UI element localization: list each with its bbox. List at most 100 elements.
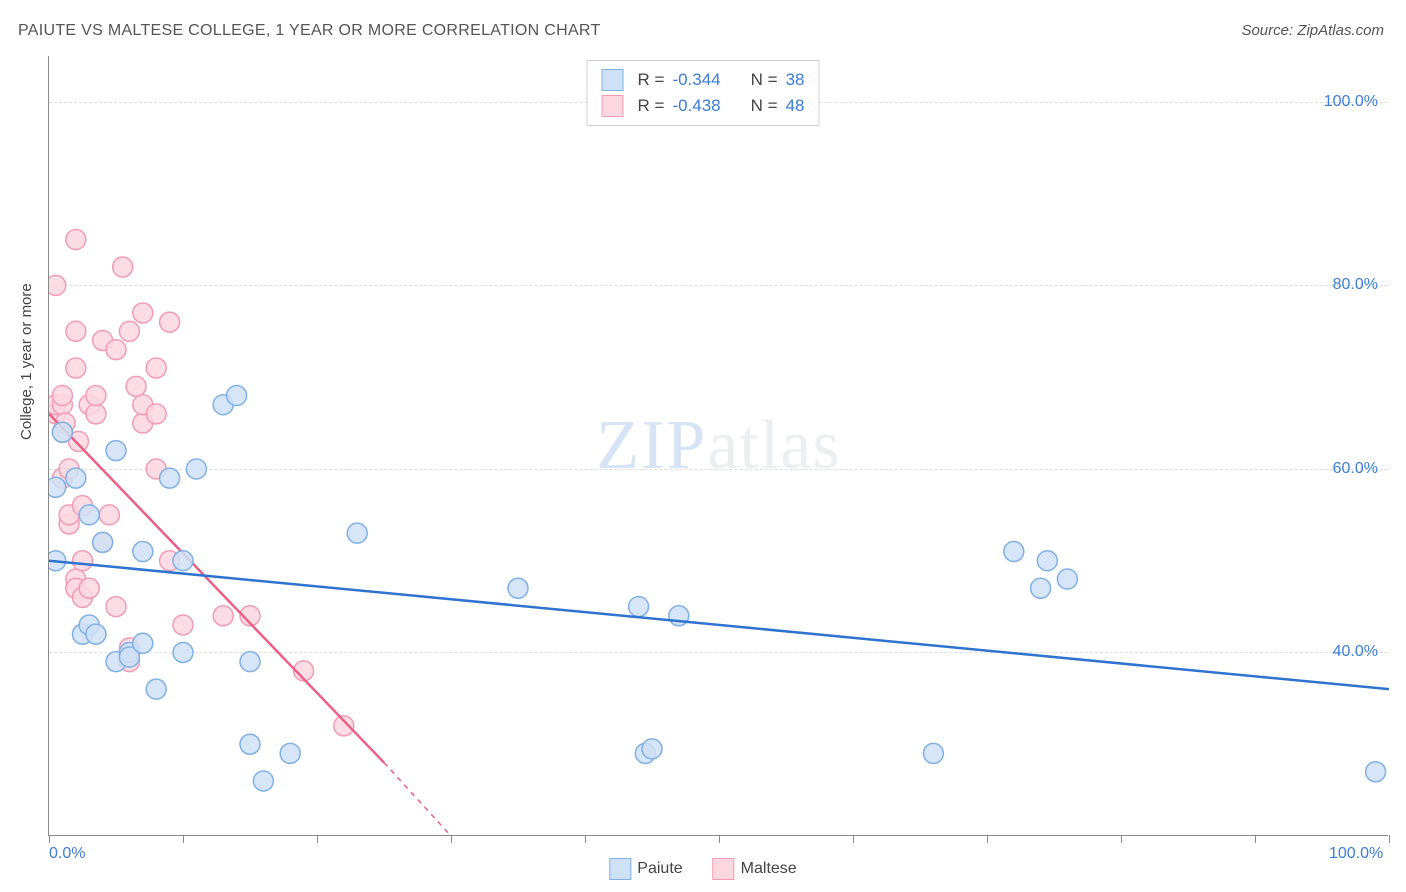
data-point-paiute: [73, 624, 93, 644]
legend-correlation: R =-0.344N =38R =-0.438N =48: [587, 60, 820, 126]
legend-n-value: 48: [786, 96, 805, 116]
x-tick: [719, 835, 720, 843]
legend-label: Paiute: [637, 860, 682, 878]
data-point-maltese: [294, 661, 314, 681]
data-point-paiute: [49, 477, 66, 497]
chart-svg: [49, 56, 1389, 836]
data-point-maltese: [66, 578, 86, 598]
data-point-maltese: [73, 496, 93, 516]
data-point-maltese: [133, 303, 153, 323]
data-point-paiute: [133, 633, 153, 653]
data-point-maltese: [55, 413, 75, 433]
y-tick-label: 100.0%: [1324, 93, 1378, 111]
legend-swatch: [609, 858, 631, 880]
data-point-paiute: [1366, 762, 1386, 782]
data-point-paiute: [280, 743, 300, 763]
data-point-paiute: [1057, 569, 1077, 589]
data-point-maltese: [93, 330, 113, 350]
data-point-paiute: [160, 468, 180, 488]
data-point-maltese: [86, 386, 106, 406]
data-point-paiute: [79, 505, 99, 525]
data-point-maltese: [73, 587, 93, 607]
data-point-maltese: [49, 395, 66, 415]
legend-item-paiute: Paiute: [609, 858, 682, 880]
data-point-maltese: [66, 358, 86, 378]
data-point-paiute: [52, 422, 72, 442]
data-point-paiute: [49, 551, 66, 571]
data-point-paiute: [213, 395, 233, 415]
data-point-paiute: [133, 542, 153, 562]
y-axis-label: College, 1 year or more: [18, 283, 35, 440]
legend-swatch: [713, 858, 735, 880]
legend-row-paiute: R = -0.344 N = 38: [602, 67, 805, 93]
data-point-maltese: [93, 532, 113, 552]
data-point-paiute: [629, 597, 649, 617]
data-point-paiute: [1031, 578, 1051, 598]
x-tick: [1389, 835, 1390, 843]
data-point-maltese: [334, 716, 354, 736]
legend-r-value: -0.344: [672, 70, 720, 90]
data-point-maltese: [146, 404, 166, 424]
legend-n-label: N =: [751, 70, 778, 90]
chart-title: PAIUTE VS MALTESE COLLEGE, 1 YEAR OR MOR…: [18, 22, 601, 40]
data-point-maltese: [119, 652, 139, 672]
data-point-maltese: [52, 395, 72, 415]
x-tick: [317, 835, 318, 843]
plot-area: ZIPatlas 40.0%60.0%80.0%100.0%0.0%100.0%: [48, 56, 1388, 836]
trend-line-ext-maltese: [384, 763, 451, 836]
y-tick-label: 60.0%: [1333, 460, 1378, 478]
source-attribution: Source: ZipAtlas.com: [1241, 22, 1384, 39]
data-point-maltese: [146, 358, 166, 378]
x-tick: [1121, 835, 1122, 843]
trend-line-maltese: [49, 414, 384, 763]
gridline: [49, 469, 1388, 470]
data-point-maltese: [106, 597, 126, 617]
data-point-maltese: [49, 404, 66, 424]
x-tick-label: 0.0%: [49, 845, 85, 863]
data-point-maltese: [79, 578, 99, 598]
legend-swatch: [602, 95, 624, 117]
watermark-zip: ZIP: [596, 407, 707, 484]
data-point-maltese: [66, 569, 86, 589]
data-point-maltese: [52, 422, 72, 442]
data-point-paiute: [173, 551, 193, 571]
legend-r-label: R =: [638, 70, 665, 90]
data-point-paiute: [106, 652, 126, 672]
data-point-maltese: [213, 606, 233, 626]
data-point-maltese: [52, 468, 72, 488]
data-point-paiute: [93, 532, 113, 552]
gridline: [49, 285, 1388, 286]
data-point-paiute: [146, 679, 166, 699]
legend-n-value: 38: [786, 70, 805, 90]
data-point-paiute: [635, 743, 655, 763]
data-point-paiute: [669, 606, 689, 626]
data-point-paiute: [347, 523, 367, 543]
data-point-maltese: [99, 505, 119, 525]
data-point-paiute: [106, 441, 126, 461]
x-tick: [183, 835, 184, 843]
data-point-maltese: [240, 606, 260, 626]
data-point-paiute: [240, 734, 260, 754]
data-point-paiute: [66, 468, 86, 488]
data-point-paiute: [119, 647, 139, 667]
data-point-maltese: [73, 551, 93, 571]
legend-swatch: [602, 69, 624, 91]
y-tick-label: 40.0%: [1333, 643, 1378, 661]
data-point-maltese: [160, 551, 180, 571]
data-point-maltese: [133, 413, 153, 433]
x-tick: [1255, 835, 1256, 843]
data-point-maltese: [59, 505, 79, 525]
data-point-maltese: [106, 340, 126, 360]
legend-r-label: R =: [638, 96, 665, 116]
data-point-paiute: [642, 739, 662, 759]
data-point-maltese: [79, 395, 99, 415]
x-tick: [987, 835, 988, 843]
trend-line-paiute: [49, 561, 1389, 689]
data-point-paiute: [253, 771, 273, 791]
legend-label: Maltese: [741, 860, 797, 878]
data-point-paiute: [508, 578, 528, 598]
data-point-maltese: [113, 257, 133, 277]
x-tick: [451, 835, 452, 843]
data-point-maltese: [68, 431, 88, 451]
data-point-paiute: [1037, 551, 1057, 571]
